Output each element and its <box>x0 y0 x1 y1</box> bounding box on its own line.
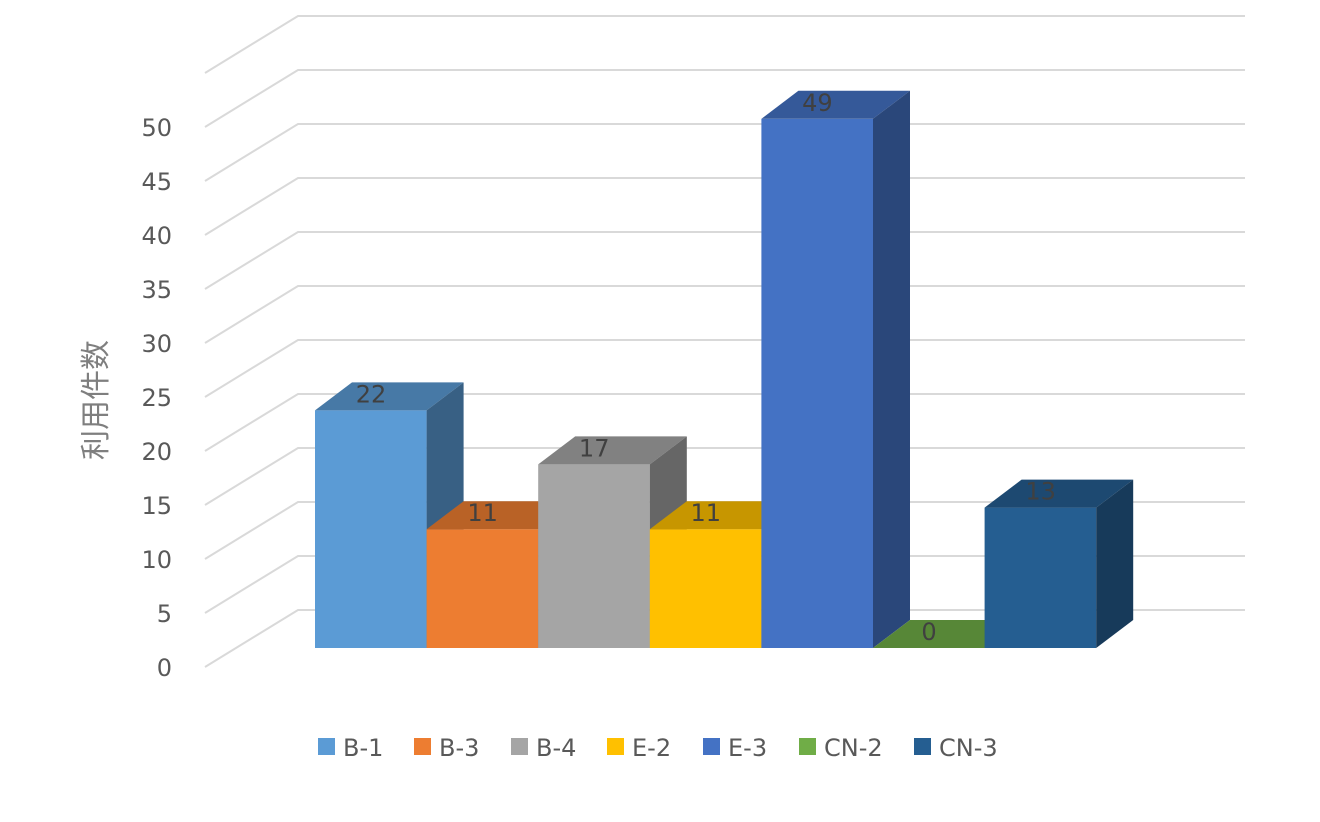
gridline <box>204 555 1245 614</box>
legend-item: B-1 <box>318 734 383 762</box>
bar-top <box>538 436 687 465</box>
legend-label: B-4 <box>536 734 576 762</box>
gridline <box>204 501 1245 560</box>
legend-swatch <box>914 738 931 755</box>
y-tick-label: 20 <box>141 438 172 466</box>
legend-item: E-3 <box>703 734 767 762</box>
y-tick-label: 30 <box>141 330 172 358</box>
gridline <box>204 393 1245 452</box>
data-label: 11 <box>467 499 498 527</box>
legend-swatch <box>511 738 528 755</box>
data-label: 0 <box>921 618 936 646</box>
bar-top <box>426 501 576 530</box>
y-axis-title: 利用件数 <box>79 340 114 460</box>
bar-top <box>984 479 1134 508</box>
y-tick-label: 0 <box>157 654 172 682</box>
gridline <box>204 447 1245 506</box>
y-tick-label: 10 <box>141 546 172 574</box>
y-axis-ticks: 0 5 10 15 20 25 30 35 40 45 50 <box>141 114 172 682</box>
bar-front <box>426 529 539 648</box>
bars <box>315 90 1134 649</box>
y-tick-label: 40 <box>141 222 172 250</box>
bar-top <box>649 501 799 530</box>
bar <box>873 620 1022 648</box>
y-tick-label: 35 <box>141 276 172 304</box>
bar-front <box>984 507 1097 648</box>
bar-front <box>761 118 873 649</box>
data-label: 13 <box>1025 478 1056 506</box>
legend-label: B-1 <box>343 734 383 762</box>
y-tick-label: 45 <box>141 168 172 196</box>
legend-swatch <box>607 738 624 755</box>
gridlines <box>204 15 1245 668</box>
legend-swatch <box>799 738 816 755</box>
data-label: 17 <box>579 434 610 462</box>
legend-item: CN-2 <box>799 734 883 762</box>
legend-swatch <box>318 738 335 755</box>
legend-swatch <box>414 738 431 755</box>
data-label: 22 <box>356 380 387 408</box>
gridline <box>204 15 1245 74</box>
gridline <box>204 123 1245 182</box>
legend-item: B-4 <box>511 734 576 762</box>
legend-label: E-2 <box>632 734 671 762</box>
bar-top <box>315 382 464 411</box>
gridline <box>204 609 1245 668</box>
gridline <box>204 339 1245 398</box>
legend-item: E-2 <box>607 734 671 762</box>
bar-top <box>873 620 1022 648</box>
bar-top <box>761 90 910 119</box>
legend-label: E-3 <box>728 734 767 762</box>
y-tick-label: 15 <box>141 492 172 520</box>
bar-side <box>1096 479 1134 648</box>
legend-swatch <box>703 738 720 755</box>
bar-front <box>315 410 427 648</box>
legend-label: CN-3 <box>939 734 998 762</box>
bar <box>984 479 1134 648</box>
data-label: 11 <box>691 499 722 527</box>
bar-front <box>649 529 762 648</box>
bar <box>761 90 910 649</box>
y-tick-label: 50 <box>141 114 172 142</box>
y-tick-label: 25 <box>141 384 172 412</box>
data-labels: 22 11 17 11 49 0 13 <box>356 89 1056 646</box>
legend-item: CN-3 <box>914 734 998 762</box>
bar-side <box>873 90 910 649</box>
legend-label: CN-2 <box>824 734 883 762</box>
y-tick-label: 5 <box>157 600 172 628</box>
legend-item: B-3 <box>414 734 479 762</box>
gridline <box>204 231 1245 290</box>
legend-label: B-3 <box>439 734 479 762</box>
data-label: 49 <box>802 89 833 117</box>
gridline <box>204 69 1245 128</box>
gridline <box>204 177 1245 236</box>
legend: B-1 B-3 B-4 E-2 E-3 CN-2 CN-3 <box>318 734 998 762</box>
bar-front <box>538 464 650 648</box>
gridline <box>204 285 1245 344</box>
